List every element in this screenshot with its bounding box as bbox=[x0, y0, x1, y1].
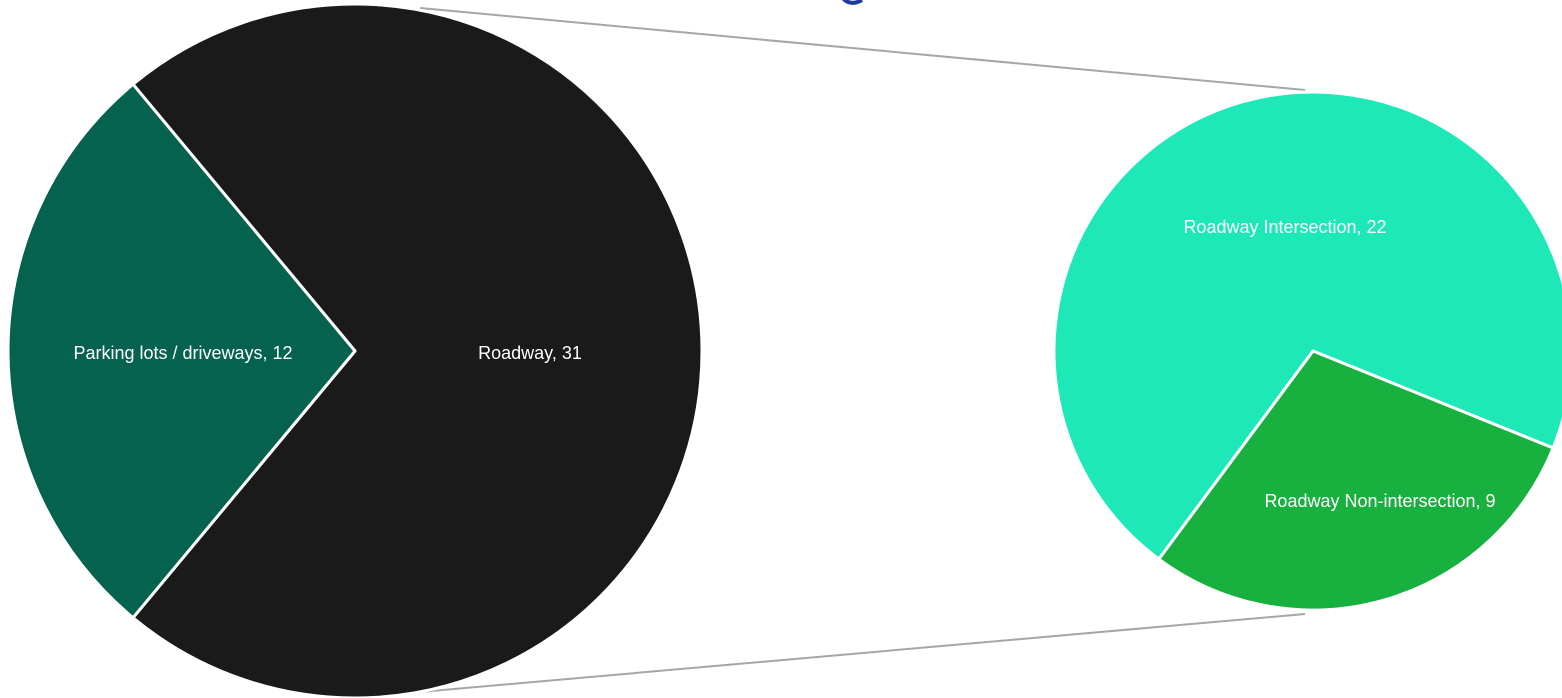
connector-line-bottom bbox=[419, 613, 1306, 693]
connector-line-top bbox=[419, 7, 1306, 91]
title-fragment bbox=[841, 0, 863, 5]
slice-label-roadway-intersection: Roadway Intersection, 22 bbox=[1183, 217, 1386, 237]
pie-slice-parking-lots bbox=[6, 82, 357, 620]
detail-pie bbox=[1052, 90, 1562, 612]
pie-slice-roadway-non-intersection bbox=[1157, 349, 1555, 612]
pie-slice-roadway-intersection bbox=[1052, 90, 1562, 561]
slice-label-roadway: Roadway, 31 bbox=[478, 343, 582, 363]
slice-label-parking-lots: Parking lots / driveways, 12 bbox=[73, 343, 292, 363]
slice-label-roadway-non-intersection: Roadway Non-intersection, 9 bbox=[1264, 491, 1495, 511]
